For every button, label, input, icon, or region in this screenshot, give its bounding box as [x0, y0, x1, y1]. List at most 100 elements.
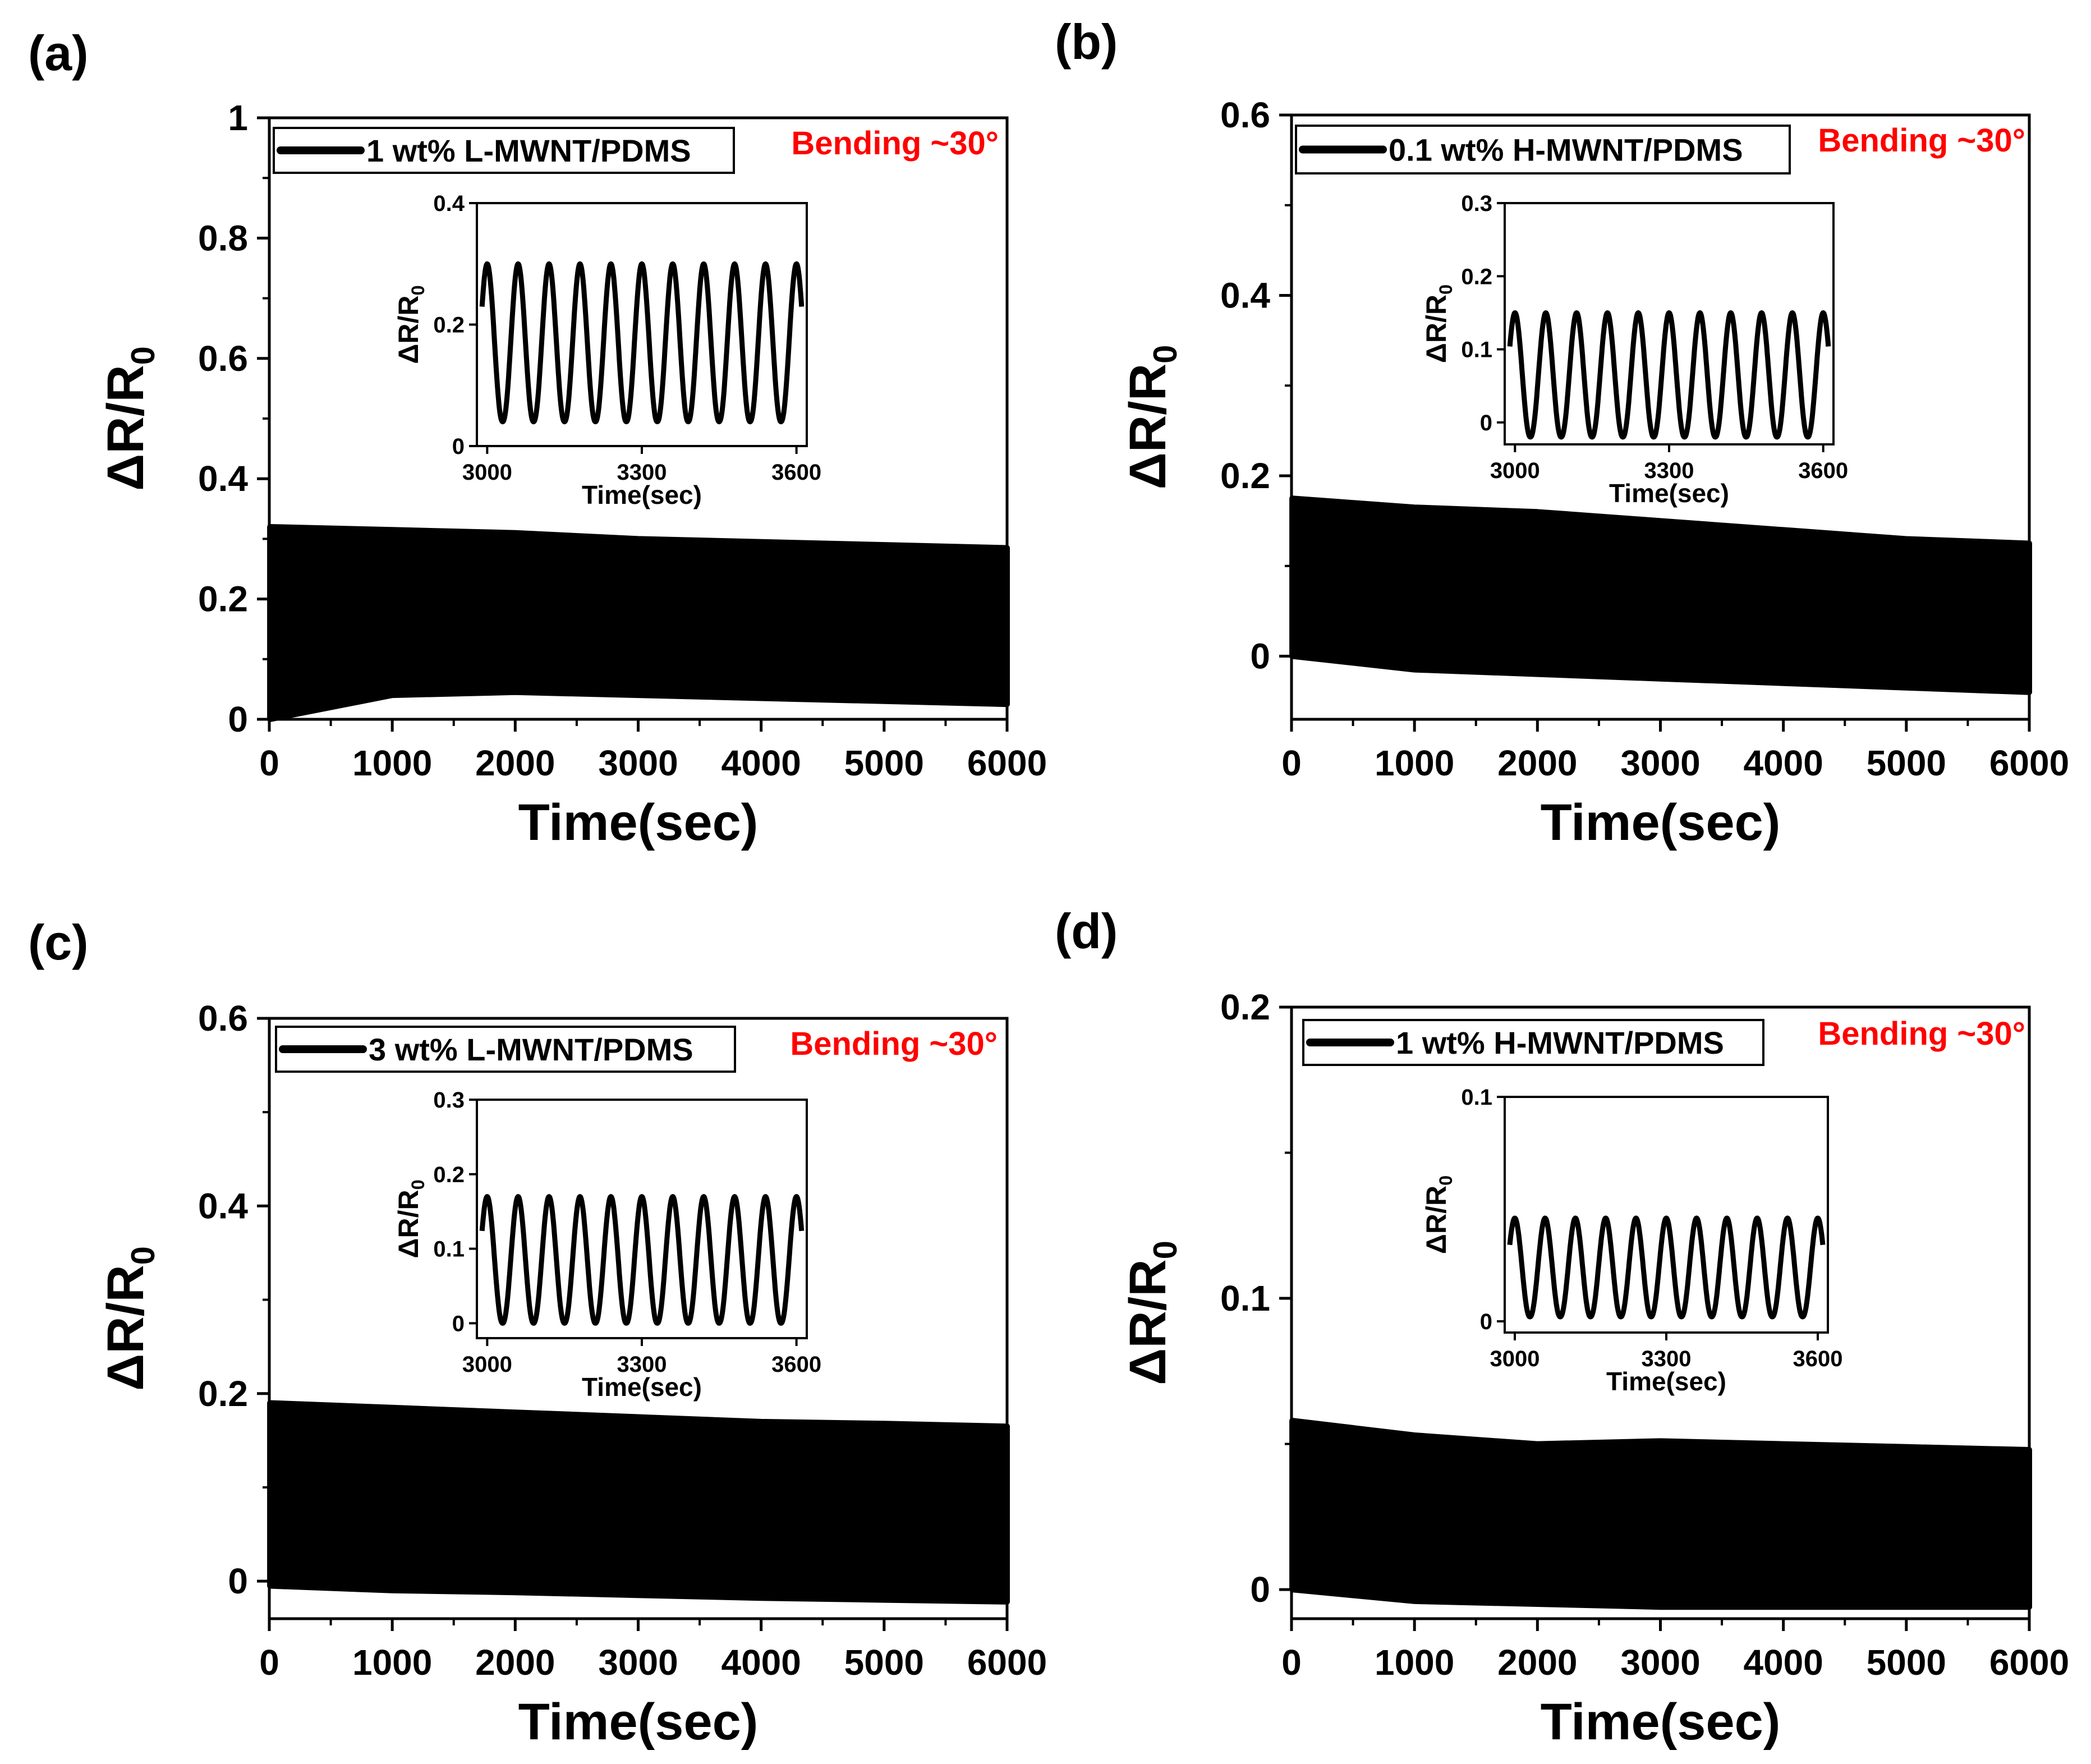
x-tick-label: 6000 — [967, 1642, 1047, 1683]
inset-y-tick-label: 0.3 — [433, 1088, 465, 1113]
condition-annotation: Bending ~30° — [790, 1026, 998, 1062]
x-tick-label: 3000 — [1620, 1642, 1700, 1683]
legend-label: 1 wt% H-MWNT/PDMS — [1396, 1025, 1724, 1060]
inset-x-tick-label: 3000 — [1490, 458, 1540, 483]
inset-y-tick-label: 0.2 — [433, 313, 465, 338]
panel-label: (d) — [1055, 903, 1118, 959]
x-tick-label: 0 — [259, 743, 279, 783]
x-tick-label: 1000 — [352, 1642, 432, 1683]
x-axis-label: Time(sec) — [518, 1693, 759, 1751]
inset-x-axis-label: Time(sec) — [1609, 479, 1729, 508]
inset-y-tick-label: 0 — [1480, 1310, 1492, 1334]
inset-x-tick-label: 3000 — [462, 460, 512, 485]
y-tick-label: 0.4 — [198, 1186, 248, 1226]
inset-y-axis-label: ΔR/R0 — [393, 285, 428, 364]
inset-x-tick-label: 3000 — [1490, 1347, 1540, 1371]
panel-d: (d) 0 1000 2000 3000 4000 5000 6000 0 0.1 0.2 Time… — [1055, 903, 2069, 1751]
inset-x-axis-label: Time(sec) — [582, 1372, 702, 1402]
x-tick-label: 6000 — [1989, 743, 2069, 783]
x-tick-label: 4000 — [1743, 743, 1823, 783]
x-tick-label: 0 — [259, 1642, 279, 1683]
y-tick-label: 0.2 — [198, 1373, 248, 1414]
y-tick-label: 0.2 — [1220, 987, 1270, 1027]
inset-series-line — [1507, 1215, 1826, 1320]
inset-x-tick-label: 3600 — [1798, 458, 1848, 483]
inset-x-tick-label: 3300 — [617, 460, 667, 485]
condition-annotation: Bending ~30° — [791, 125, 999, 162]
x-tick-label: 5000 — [1867, 1642, 1946, 1683]
inset-y-tick-label: 0.3 — [1461, 191, 1492, 216]
x-axis-label: Time(sec) — [518, 794, 759, 851]
x-tick-label: 3000 — [598, 1642, 678, 1683]
legend-label: 1 wt% L-MWNT/PDMS — [366, 133, 691, 168]
y-axis-label: ΔR/R0 — [1119, 345, 1184, 490]
y-tick-label: 0.2 — [1220, 456, 1270, 496]
panel-a: (a) 0 1000 2000 3000 4000 5000 6000 0 0.2 0.4 0.6 0… — [28, 25, 1047, 851]
inset-y-tick-label: 0 — [452, 434, 465, 459]
y-tick-label: 0 — [228, 699, 248, 739]
inset-x-axis-label: Time(sec) — [582, 480, 702, 509]
inset-x-tick-label: 3600 — [771, 460, 821, 485]
y-tick-label: 0.6 — [1220, 95, 1270, 135]
inset-y-tick-label: 0 — [1480, 411, 1492, 435]
inset-series-line — [1507, 310, 1831, 440]
x-tick-label: 2000 — [1497, 1642, 1577, 1683]
inset-y-tick-label: 0.4 — [433, 191, 465, 216]
panel-label: (a) — [28, 25, 89, 81]
y-tick-label: 0.4 — [1220, 275, 1270, 315]
inset-y-tick-label: 0.1 — [433, 1237, 465, 1262]
x-tick-label: 5000 — [1867, 743, 1946, 783]
x-tick-label: 4000 — [721, 743, 801, 783]
y-tick-label: 0.6 — [198, 338, 248, 379]
y-tick-label: 0.8 — [198, 218, 248, 258]
x-tick-label: 2000 — [475, 1642, 555, 1683]
inset: 3000 3300 3600 0 0.1 0.2 0.3 Time(sec) ΔR/R0 — [1421, 191, 1848, 508]
panel-b: (b) 0 1000 2000 3000 4000 5000 6000 0 0.2 0.4 0.6 T… — [1055, 14, 2069, 851]
condition-annotation: Bending ~30° — [1818, 122, 2025, 159]
inset-y-axis-label: ΔR/R0 — [1421, 284, 1456, 363]
y-tick-label: 0.2 — [198, 579, 248, 619]
x-axis-label: Time(sec) — [1541, 1693, 1781, 1751]
x-tick-label: 5000 — [844, 743, 924, 783]
legend-label: 3 wt% L-MWNT/PDMS — [369, 1032, 693, 1067]
x-tick-label: 6000 — [967, 743, 1047, 783]
inset-x-tick-label: 3300 — [617, 1352, 667, 1377]
inset-y-tick-label: 0.2 — [433, 1163, 465, 1187]
inset-frame — [476, 1099, 808, 1339]
inset: 3000 3300 3600 0 0.2 0.4 Time(sec) ΔR/R0 — [393, 191, 821, 509]
x-tick-label: 1000 — [1375, 1642, 1454, 1683]
x-tick-label: 4000 — [721, 1642, 801, 1683]
x-tick-label: 3000 — [1620, 743, 1700, 783]
x-tick-label: 0 — [1281, 1642, 1302, 1683]
inset-x-tick-label: 3300 — [1644, 458, 1694, 483]
y-tick-label: 0 — [1250, 1569, 1270, 1610]
x-tick-label: 3000 — [598, 743, 678, 783]
series-band — [1289, 495, 2032, 695]
series-band — [267, 524, 1010, 722]
x-axis-label: Time(sec) — [1541, 794, 1781, 851]
inset-x-tick-label: 3000 — [462, 1352, 512, 1377]
inset: 3000 3300 3600 0 0.1 0.2 0.3 Time(sec) ΔR/R0 — [393, 1088, 821, 1402]
inset: 3000 3300 3600 0 0.1 Time(sec) ΔR/R0 — [1421, 1085, 1842, 1396]
inset-series-line — [479, 261, 805, 425]
inset-x-tick-label: 3600 — [771, 1352, 821, 1377]
y-tick-label: 0.6 — [198, 998, 248, 1039]
inset-y-tick-label: 0.1 — [1461, 1085, 1492, 1110]
x-tick-label: 2000 — [475, 743, 555, 783]
panel-c: (c) 0 1000 2000 3000 4000 5000 6000 0 0.2 0.4 0.6 T… — [28, 915, 1047, 1751]
legend-label: 0.1 wt% H-MWNT/PDMS — [1389, 132, 1743, 168]
panel-label: (b) — [1055, 14, 1118, 70]
inset-y-tick-label: 0.2 — [1461, 264, 1492, 289]
inset-series-line — [479, 1194, 805, 1326]
y-tick-label: 0.4 — [198, 458, 248, 499]
inset-y-axis-label: ΔR/R0 — [393, 1179, 428, 1258]
panel-label: (c) — [28, 915, 89, 970]
x-tick-label: 2000 — [1497, 743, 1577, 783]
inset-x-tick-label: 3300 — [1642, 1347, 1692, 1371]
x-tick-label: 5000 — [844, 1642, 924, 1683]
inset-x-axis-label: Time(sec) — [1606, 1367, 1726, 1396]
x-tick-label: 6000 — [1989, 1642, 2069, 1683]
x-tick-label: 4000 — [1743, 1642, 1823, 1683]
y-tick-label: 0 — [1250, 636, 1270, 676]
